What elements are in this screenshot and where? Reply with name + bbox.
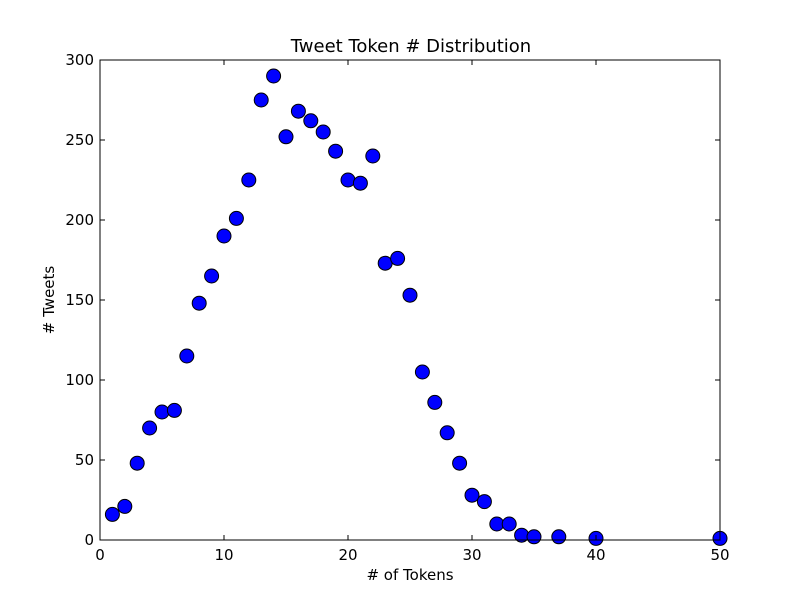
data-point [352,175,368,191]
data-point [414,364,430,380]
plot-frame [99,59,721,541]
data-point [241,172,257,188]
x-tick-label: 0 [95,546,105,564]
data-point [402,287,418,303]
data-point [340,172,356,188]
data-point [551,529,567,545]
data-point [290,103,306,119]
data-point [427,394,443,410]
data-points-group [104,68,728,546]
data-point [390,250,406,266]
data-point [253,92,269,108]
data-point [154,404,170,420]
y-tick-label: 150 [65,291,94,309]
data-point [476,494,492,510]
y-axis-label: # Tweets [40,266,58,335]
data-point [526,529,542,545]
x-tick-label: 40 [586,546,605,564]
y-tick-label: 100 [65,371,94,389]
data-point [117,498,133,514]
data-point [278,129,294,145]
data-point [315,124,331,140]
y-tick-label: 300 [65,51,94,69]
data-point [216,228,232,244]
x-tick-label: 50 [710,546,729,564]
x-tick-label: 10 [214,546,233,564]
data-point [377,255,393,271]
data-point [142,420,158,436]
y-tick-label: 250 [65,131,94,149]
data-point [489,516,505,532]
y-tick-label: 0 [84,531,94,549]
y-tick-label: 200 [65,211,94,229]
data-point [266,68,282,84]
data-point [464,487,480,503]
chart-title: Tweet Token # Distribution [290,36,531,57]
data-point [328,143,344,159]
data-point [166,402,182,418]
data-point [365,148,381,164]
y-tick-label: 50 [75,451,94,469]
data-point [104,506,120,522]
data-point [228,210,244,226]
data-point [191,295,207,311]
data-point [452,455,468,471]
x-axis-label: # of Tokens [366,566,453,584]
data-point [179,348,195,364]
x-tick-label: 30 [462,546,481,564]
data-point [439,425,455,441]
data-point [501,516,517,532]
data-point [204,268,220,284]
data-point [129,455,145,471]
x-tick-label: 20 [338,546,357,564]
data-point [303,113,319,129]
